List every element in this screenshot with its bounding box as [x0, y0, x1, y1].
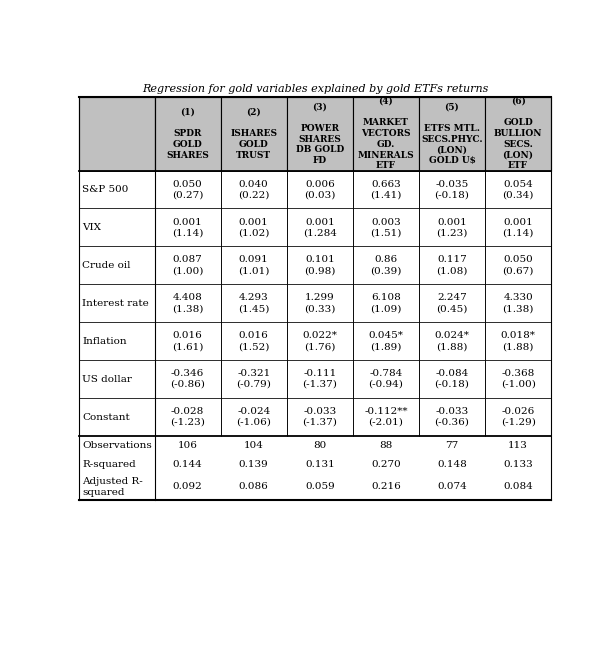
Text: 1.299
(0.33): 1.299 (0.33)	[304, 294, 335, 313]
Bar	[419, 284, 485, 322]
Text: 0.001
(1.14): 0.001 (1.14)	[172, 218, 204, 237]
Text: -0.112**
(-2.01): -0.112** (-2.01)	[364, 407, 408, 427]
Bar	[287, 360, 353, 398]
Bar	[353, 474, 419, 500]
Text: Observations: Observations	[82, 441, 152, 450]
Bar	[485, 436, 551, 455]
Bar	[419, 170, 485, 209]
Text: 0.101
(0.98): 0.101 (0.98)	[304, 255, 335, 275]
Text: 0.001
(1.14): 0.001 (1.14)	[502, 218, 534, 237]
Bar	[79, 97, 154, 170]
Bar	[353, 209, 419, 246]
Bar	[485, 209, 551, 246]
Bar	[485, 97, 551, 170]
Bar	[287, 455, 353, 474]
Text: 0.016
(1.52): 0.016 (1.52)	[238, 331, 269, 351]
Text: S&P 500: S&P 500	[82, 185, 129, 194]
Bar	[154, 398, 221, 436]
Bar	[485, 398, 551, 436]
Bar	[353, 246, 419, 284]
Bar	[353, 322, 419, 360]
Bar	[419, 360, 485, 398]
Text: -0.028
(-1.23): -0.028 (-1.23)	[170, 407, 205, 427]
Bar	[154, 284, 221, 322]
Text: 0.270: 0.270	[371, 460, 401, 469]
Bar	[287, 474, 353, 500]
Text: -0.033
(-1.37): -0.033 (-1.37)	[303, 407, 337, 427]
Text: 0.131: 0.131	[305, 460, 335, 469]
Bar	[154, 455, 221, 474]
Text: 4.408
(1.38): 4.408 (1.38)	[172, 294, 204, 313]
Bar	[221, 284, 287, 322]
Bar	[154, 246, 221, 284]
Text: Crude oil: Crude oil	[82, 261, 130, 270]
Bar	[353, 284, 419, 322]
Text: 0.045*
(1.89): 0.045* (1.89)	[368, 331, 403, 351]
Bar	[419, 322, 485, 360]
Bar	[419, 474, 485, 500]
Bar	[221, 398, 287, 436]
Bar	[79, 455, 154, 474]
Bar	[221, 455, 287, 474]
Bar	[353, 436, 419, 455]
Bar	[79, 360, 154, 398]
Text: (4)

MARKET
VECTORS
GD.
MINERALS
ETF: (4) MARKET VECTORS GD. MINERALS ETF	[357, 97, 414, 170]
Text: 88: 88	[379, 441, 392, 450]
Text: 104: 104	[244, 441, 264, 450]
Text: -0.035
(-0.18): -0.035 (-0.18)	[435, 179, 469, 200]
Text: 0.074: 0.074	[437, 482, 467, 491]
Text: 6.108
(1.09): 6.108 (1.09)	[370, 294, 402, 313]
Text: 2.247
(0.45): 2.247 (0.45)	[436, 294, 467, 313]
Bar	[419, 209, 485, 246]
Text: 0.216: 0.216	[371, 482, 401, 491]
Text: -0.033
(-0.36): -0.033 (-0.36)	[435, 407, 469, 427]
Text: 0.050
(0.27): 0.050 (0.27)	[172, 179, 204, 200]
Text: Regression for gold variables explained by gold ETFs returns: Regression for gold variables explained …	[142, 84, 488, 94]
Text: 0.022*
(1.76): 0.022* (1.76)	[303, 331, 337, 351]
Bar	[287, 284, 353, 322]
Bar	[287, 97, 353, 170]
Text: Interest rate: Interest rate	[82, 299, 149, 308]
Text: 113: 113	[508, 441, 528, 450]
Bar	[79, 284, 154, 322]
Text: Inflation: Inflation	[82, 337, 127, 346]
Bar	[485, 360, 551, 398]
Text: Adjusted R-
squared: Adjusted R- squared	[82, 477, 143, 496]
Text: -0.346
(-0.86): -0.346 (-0.86)	[170, 369, 205, 389]
Text: -0.784
(-0.94): -0.784 (-0.94)	[368, 369, 403, 389]
Bar	[353, 97, 419, 170]
Bar	[154, 474, 221, 500]
Bar	[79, 170, 154, 209]
Bar	[485, 455, 551, 474]
Bar	[221, 97, 287, 170]
Bar	[353, 360, 419, 398]
Text: 0.86
(0.39): 0.86 (0.39)	[370, 255, 402, 275]
Text: 0.054
(0.34): 0.054 (0.34)	[502, 179, 534, 200]
Bar	[154, 360, 221, 398]
Text: -0.084
(-0.18): -0.084 (-0.18)	[435, 369, 469, 389]
Text: 0.050
(0.67): 0.050 (0.67)	[502, 255, 534, 275]
Bar	[79, 322, 154, 360]
Text: -0.321
(-0.79): -0.321 (-0.79)	[236, 369, 271, 389]
Text: 106: 106	[178, 441, 197, 450]
Text: 0.024*
(1.88): 0.024* (1.88)	[435, 331, 469, 351]
Text: R-squared: R-squared	[82, 460, 136, 469]
Text: 0.001
(1.284: 0.001 (1.284	[303, 218, 337, 237]
Text: 0.092: 0.092	[173, 482, 202, 491]
Bar	[154, 322, 221, 360]
Text: 80: 80	[313, 441, 327, 450]
Text: VIX: VIX	[82, 223, 101, 232]
Text: Constant: Constant	[82, 413, 130, 422]
Bar	[419, 398, 485, 436]
Bar	[485, 246, 551, 284]
Bar	[154, 209, 221, 246]
Bar	[154, 97, 221, 170]
Bar	[221, 436, 287, 455]
Bar	[485, 322, 551, 360]
Text: 77: 77	[445, 441, 459, 450]
Text: 0.006
(0.03): 0.006 (0.03)	[304, 179, 335, 200]
Text: 0.117
(1.08): 0.117 (1.08)	[436, 255, 467, 275]
Text: (2)

ISHARES
GOLD
TRUST: (2) ISHARES GOLD TRUST	[230, 108, 277, 159]
Text: 0.144: 0.144	[173, 460, 202, 469]
Bar	[79, 398, 154, 436]
